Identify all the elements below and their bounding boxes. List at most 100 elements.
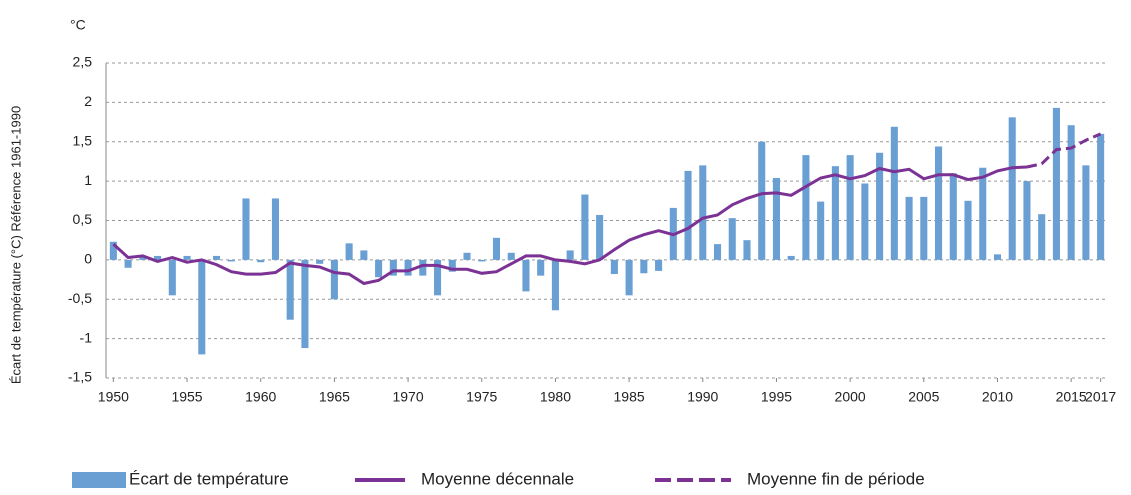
bar	[183, 255, 191, 260]
bar	[507, 252, 515, 260]
legend-label: Moyenne décennale	[421, 469, 574, 488]
x-tick-label: 2017	[1085, 389, 1116, 405]
bar	[419, 259, 427, 276]
bar	[581, 194, 589, 260]
x-tick-label: 1975	[466, 389, 497, 405]
bar	[301, 259, 309, 349]
bar	[537, 259, 545, 276]
bar	[1023, 181, 1031, 260]
bar	[463, 252, 471, 260]
bar	[360, 250, 368, 260]
legend-label: Écart de température	[129, 469, 289, 488]
x-tick-label: 1960	[245, 389, 276, 405]
bar	[935, 146, 943, 260]
bar	[1008, 117, 1016, 260]
unit-label: °C	[70, 17, 86, 33]
bar	[655, 259, 663, 271]
bar	[772, 177, 780, 260]
y-tick-label: -0,5	[68, 290, 92, 306]
y-tick-label: 2	[84, 93, 92, 109]
bar	[389, 259, 397, 276]
bar	[802, 155, 810, 260]
bar	[699, 165, 707, 260]
bar	[817, 201, 825, 260]
bar	[964, 200, 972, 260]
bar	[242, 198, 250, 260]
line	[112, 165, 1028, 286]
x-tick-label: 1955	[171, 389, 202, 405]
y-tick-label: 1,5	[73, 132, 93, 148]
bar	[551, 259, 559, 311]
x-tick-label: 2010	[982, 389, 1013, 405]
bar	[861, 183, 869, 260]
x-tick-label: 1990	[687, 389, 718, 405]
bar	[758, 141, 766, 260]
bar	[345, 243, 353, 260]
bar	[566, 250, 574, 260]
bar	[109, 241, 117, 260]
bar	[949, 173, 957, 260]
bar	[375, 259, 383, 278]
legend-label: Moyenne fin de période	[747, 469, 925, 488]
x-tick-label: 1980	[540, 389, 571, 405]
bar	[286, 259, 294, 320]
bar	[1038, 214, 1046, 260]
bar	[1082, 165, 1090, 260]
bar	[330, 259, 338, 300]
y-tick-label: 0,5	[73, 211, 93, 227]
bar	[876, 152, 884, 260]
bar	[212, 255, 221, 260]
x-tick-label: 2005	[908, 389, 939, 405]
x-tick-label: 1995	[761, 389, 792, 405]
bar	[787, 255, 795, 260]
y-tick-label: -1	[80, 329, 93, 345]
bar	[168, 259, 176, 296]
y-tick-label: 1	[84, 172, 92, 188]
bar	[1097, 133, 1105, 260]
bar	[448, 259, 456, 272]
bar	[434, 259, 442, 296]
x-tick-label: 2015	[1056, 389, 1087, 405]
bar	[1052, 107, 1060, 260]
bar	[316, 259, 324, 264]
bar	[271, 198, 279, 260]
bar	[610, 259, 618, 275]
bar	[404, 259, 412, 276]
bar	[905, 196, 913, 260]
line	[1026, 132, 1102, 169]
bar	[979, 167, 987, 260]
bar	[227, 259, 235, 262]
bar	[625, 259, 633, 296]
bar	[596, 214, 604, 260]
bar	[728, 218, 736, 260]
x-tick-label: 1950	[98, 389, 129, 405]
bar	[257, 259, 265, 263]
bar	[492, 237, 501, 260]
y-axis-label: Écart de température (°C) Référence 1961…	[8, 106, 23, 384]
bar	[993, 254, 1002, 260]
bar	[478, 259, 486, 262]
bar	[1067, 125, 1075, 260]
bar	[640, 259, 648, 274]
x-tick-label: 1965	[319, 389, 350, 405]
x-tick-label: 1970	[392, 389, 423, 405]
bar	[522, 259, 530, 292]
legend-swatch	[72, 472, 126, 488]
bar	[684, 170, 692, 260]
bar	[713, 244, 722, 260]
x-tick-label: 2000	[835, 389, 866, 405]
bar	[198, 259, 206, 355]
bar	[920, 196, 928, 260]
bar	[831, 166, 839, 260]
y-tick-label: 2,5	[73, 54, 93, 70]
bar	[124, 259, 132, 268]
y-tick-label: -1,5	[68, 369, 92, 385]
bar	[139, 255, 147, 260]
x-tick-label: 1985	[614, 389, 645, 405]
bar	[743, 240, 751, 260]
y-tick-label: 0	[84, 251, 92, 267]
bar	[154, 255, 162, 260]
bar	[846, 155, 854, 260]
bar	[890, 126, 898, 260]
